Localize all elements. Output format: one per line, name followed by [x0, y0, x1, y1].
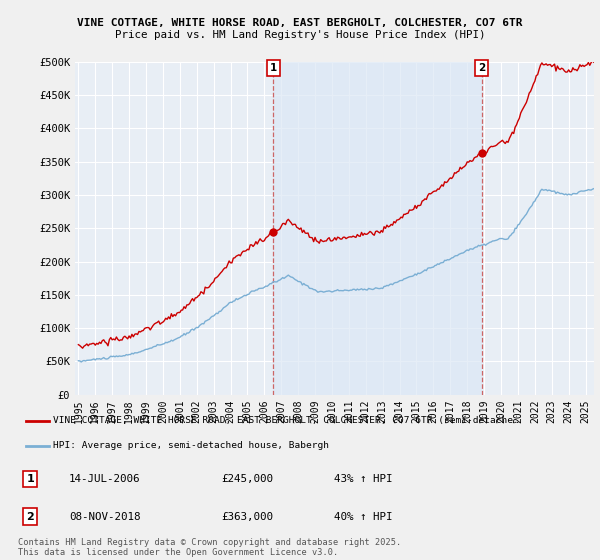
- Text: Contains HM Land Registry data © Crown copyright and database right 2025.
This d: Contains HM Land Registry data © Crown c…: [18, 538, 401, 557]
- Text: VINE COTTAGE, WHITE HORSE ROAD, EAST BERGHOLT, COLCHESTER, CO7 6TR: VINE COTTAGE, WHITE HORSE ROAD, EAST BER…: [77, 18, 523, 28]
- Text: 1: 1: [26, 474, 34, 484]
- Text: HPI: Average price, semi-detached house, Babergh: HPI: Average price, semi-detached house,…: [53, 441, 329, 450]
- Text: 14-JUL-2006: 14-JUL-2006: [69, 474, 140, 484]
- Text: 08-NOV-2018: 08-NOV-2018: [69, 512, 140, 521]
- Text: 1: 1: [270, 63, 277, 73]
- Text: 2: 2: [478, 63, 485, 73]
- Text: £363,000: £363,000: [221, 512, 273, 521]
- Text: 40% ↑ HPI: 40% ↑ HPI: [334, 512, 392, 521]
- Text: 43% ↑ HPI: 43% ↑ HPI: [334, 474, 392, 484]
- Text: VINE COTTAGE, WHITE HORSE ROAD, EAST BERGHOLT, COLCHESTER, CO7 6TR (semi-detache: VINE COTTAGE, WHITE HORSE ROAD, EAST BER…: [53, 417, 519, 426]
- Bar: [274, 62, 482, 395]
- Text: Price paid vs. HM Land Registry's House Price Index (HPI): Price paid vs. HM Land Registry's House …: [115, 30, 485, 40]
- Text: £245,000: £245,000: [221, 474, 273, 484]
- Text: 2: 2: [26, 512, 34, 521]
